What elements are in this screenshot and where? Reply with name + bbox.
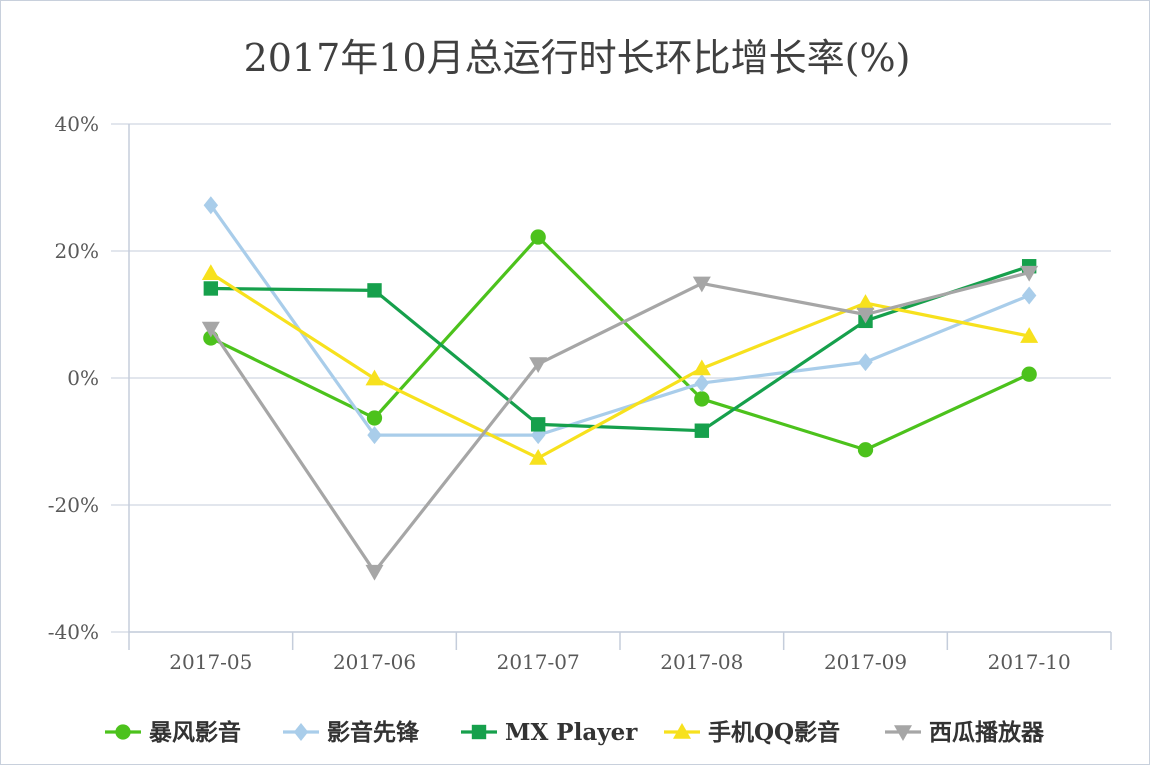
data-point: [201, 264, 220, 280]
data-point: [529, 357, 548, 374]
legend-item: 影音先锋: [283, 719, 420, 746]
series-2: [203, 196, 1037, 445]
x-tick-label: 2017-05: [169, 650, 252, 674]
legend: 暴风影音 影音先锋 MX Player 手机QQ影音 西瓜播放器: [105, 719, 1045, 746]
y-tick-label: 0%: [67, 366, 99, 390]
legend-label: 暴风影音: [149, 719, 241, 746]
legend-swatch-marker: [293, 723, 309, 741]
legend-item: 暴风影音: [105, 719, 241, 746]
data-point: [529, 449, 548, 465]
data-point: [366, 410, 383, 426]
data-point: [367, 283, 382, 298]
data-point: [694, 391, 710, 407]
data-point: [365, 564, 384, 581]
series-line: [210, 264, 1030, 433]
series-1: [203, 229, 1037, 458]
legend-swatch-marker: [673, 723, 691, 739]
y-axis-tick-labels: 40% 20% 0% -20% -40%: [48, 112, 99, 644]
data-point: [856, 294, 875, 310]
x-tick-label: 2017-06: [333, 650, 416, 674]
data-point: [367, 426, 382, 445]
series-line: [210, 235, 1030, 452]
legend-label: MX Player: [505, 719, 638, 746]
x-tick-label: 2017-08: [660, 650, 743, 674]
data-point: [530, 417, 546, 432]
data-point: [1021, 286, 1037, 305]
gridlines: [111, 123, 1111, 633]
data-point: [365, 369, 384, 386]
x-tick-label: 2017-10: [988, 650, 1071, 674]
data-point: [694, 374, 710, 393]
y-tick-label: 20%: [55, 239, 99, 263]
legend-item: 手机QQ影音: [664, 719, 840, 746]
data-point: [203, 281, 219, 296]
data-point: [692, 359, 711, 376]
legend-label: 西瓜播放器: [929, 719, 1045, 746]
y-tick-label: -20%: [48, 493, 99, 517]
series-line: [209, 204, 1030, 437]
legend-label: 影音先锋: [327, 719, 420, 746]
series-lines: [201, 196, 1039, 581]
y-tick-label: 40%: [55, 112, 99, 136]
axes: [128, 124, 1112, 650]
series-5: [201, 265, 1039, 581]
data-point: [1021, 366, 1037, 382]
data-point: [857, 442, 874, 458]
legend-swatch-marker: [471, 724, 487, 740]
series-line: [209, 271, 1030, 574]
legend-item: 西瓜播放器: [885, 719, 1045, 746]
legend-label: 手机QQ影音: [708, 719, 840, 746]
data-point: [530, 229, 546, 245]
data-point: [1020, 327, 1039, 343]
data-point: [1020, 265, 1039, 282]
chart-title: 2017年10月总运行时长环比增长率(%): [244, 36, 911, 80]
series-4: [201, 264, 1039, 465]
x-axis-tick-labels: 2017-05 2017-06 2017-07 2017-08 2017-09 2017-…: [169, 650, 1070, 674]
data-point: [203, 196, 219, 215]
data-point: [692, 276, 711, 293]
data-point: [856, 307, 875, 324]
y-tick-label: -40%: [48, 620, 99, 644]
x-tick-label: 2017-09: [824, 650, 907, 674]
data-point: [694, 423, 710, 438]
x-tick-label: 2017-07: [497, 650, 580, 674]
data-point: [201, 321, 220, 338]
legend-swatch-marker: [894, 725, 912, 741]
legend-swatch-marker: [115, 724, 131, 740]
data-point: [858, 353, 873, 372]
legend-item: MX Player: [461, 719, 638, 746]
